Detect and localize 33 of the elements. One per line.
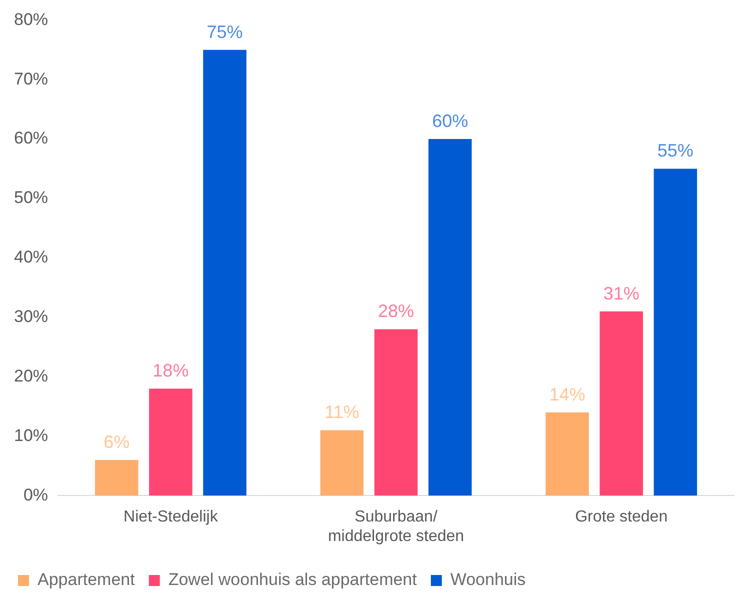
bar [94,460,138,496]
data-label: 18% [152,360,189,381]
data-label: 31% [603,283,640,304]
bar [654,168,698,496]
y-tick-label: 50% [14,188,48,208]
data-label: 55% [657,140,694,161]
x-tick-label: Suburbaan/ middelgrote steden [328,508,464,545]
data-label: 14% [549,384,586,404]
bar [374,329,418,496]
legend-label: Woonhuis [450,570,526,590]
bar [320,430,364,496]
data-label: 28% [378,301,414,322]
bar [546,412,589,496]
y-tick-label: 0% [23,485,48,504]
y-tick-label: 70% [14,69,48,88]
legend-label: Appartement [38,570,136,590]
y-tick-label: 30% [14,307,48,326]
data-label: 60% [432,111,468,132]
y-tick-label: 10% [14,426,48,445]
y-tick-label: 60% [14,128,48,148]
y-tick-label: 40% [14,248,48,267]
data-label: 6% [104,432,130,452]
y-tick-label: 80% [14,10,48,29]
bar [428,139,472,496]
x-tick-label: Niet-Stedelijk [124,508,219,526]
data-label: 75% [206,22,243,42]
data-label: 11% [324,402,360,422]
y-tick-label: 20% [14,366,48,386]
bar [149,388,192,496]
bar [203,50,246,496]
x-tick-label: Grote steden [575,508,668,526]
legend-label: Zowel woonhuis als appartement [168,570,418,590]
bar [600,311,643,496]
